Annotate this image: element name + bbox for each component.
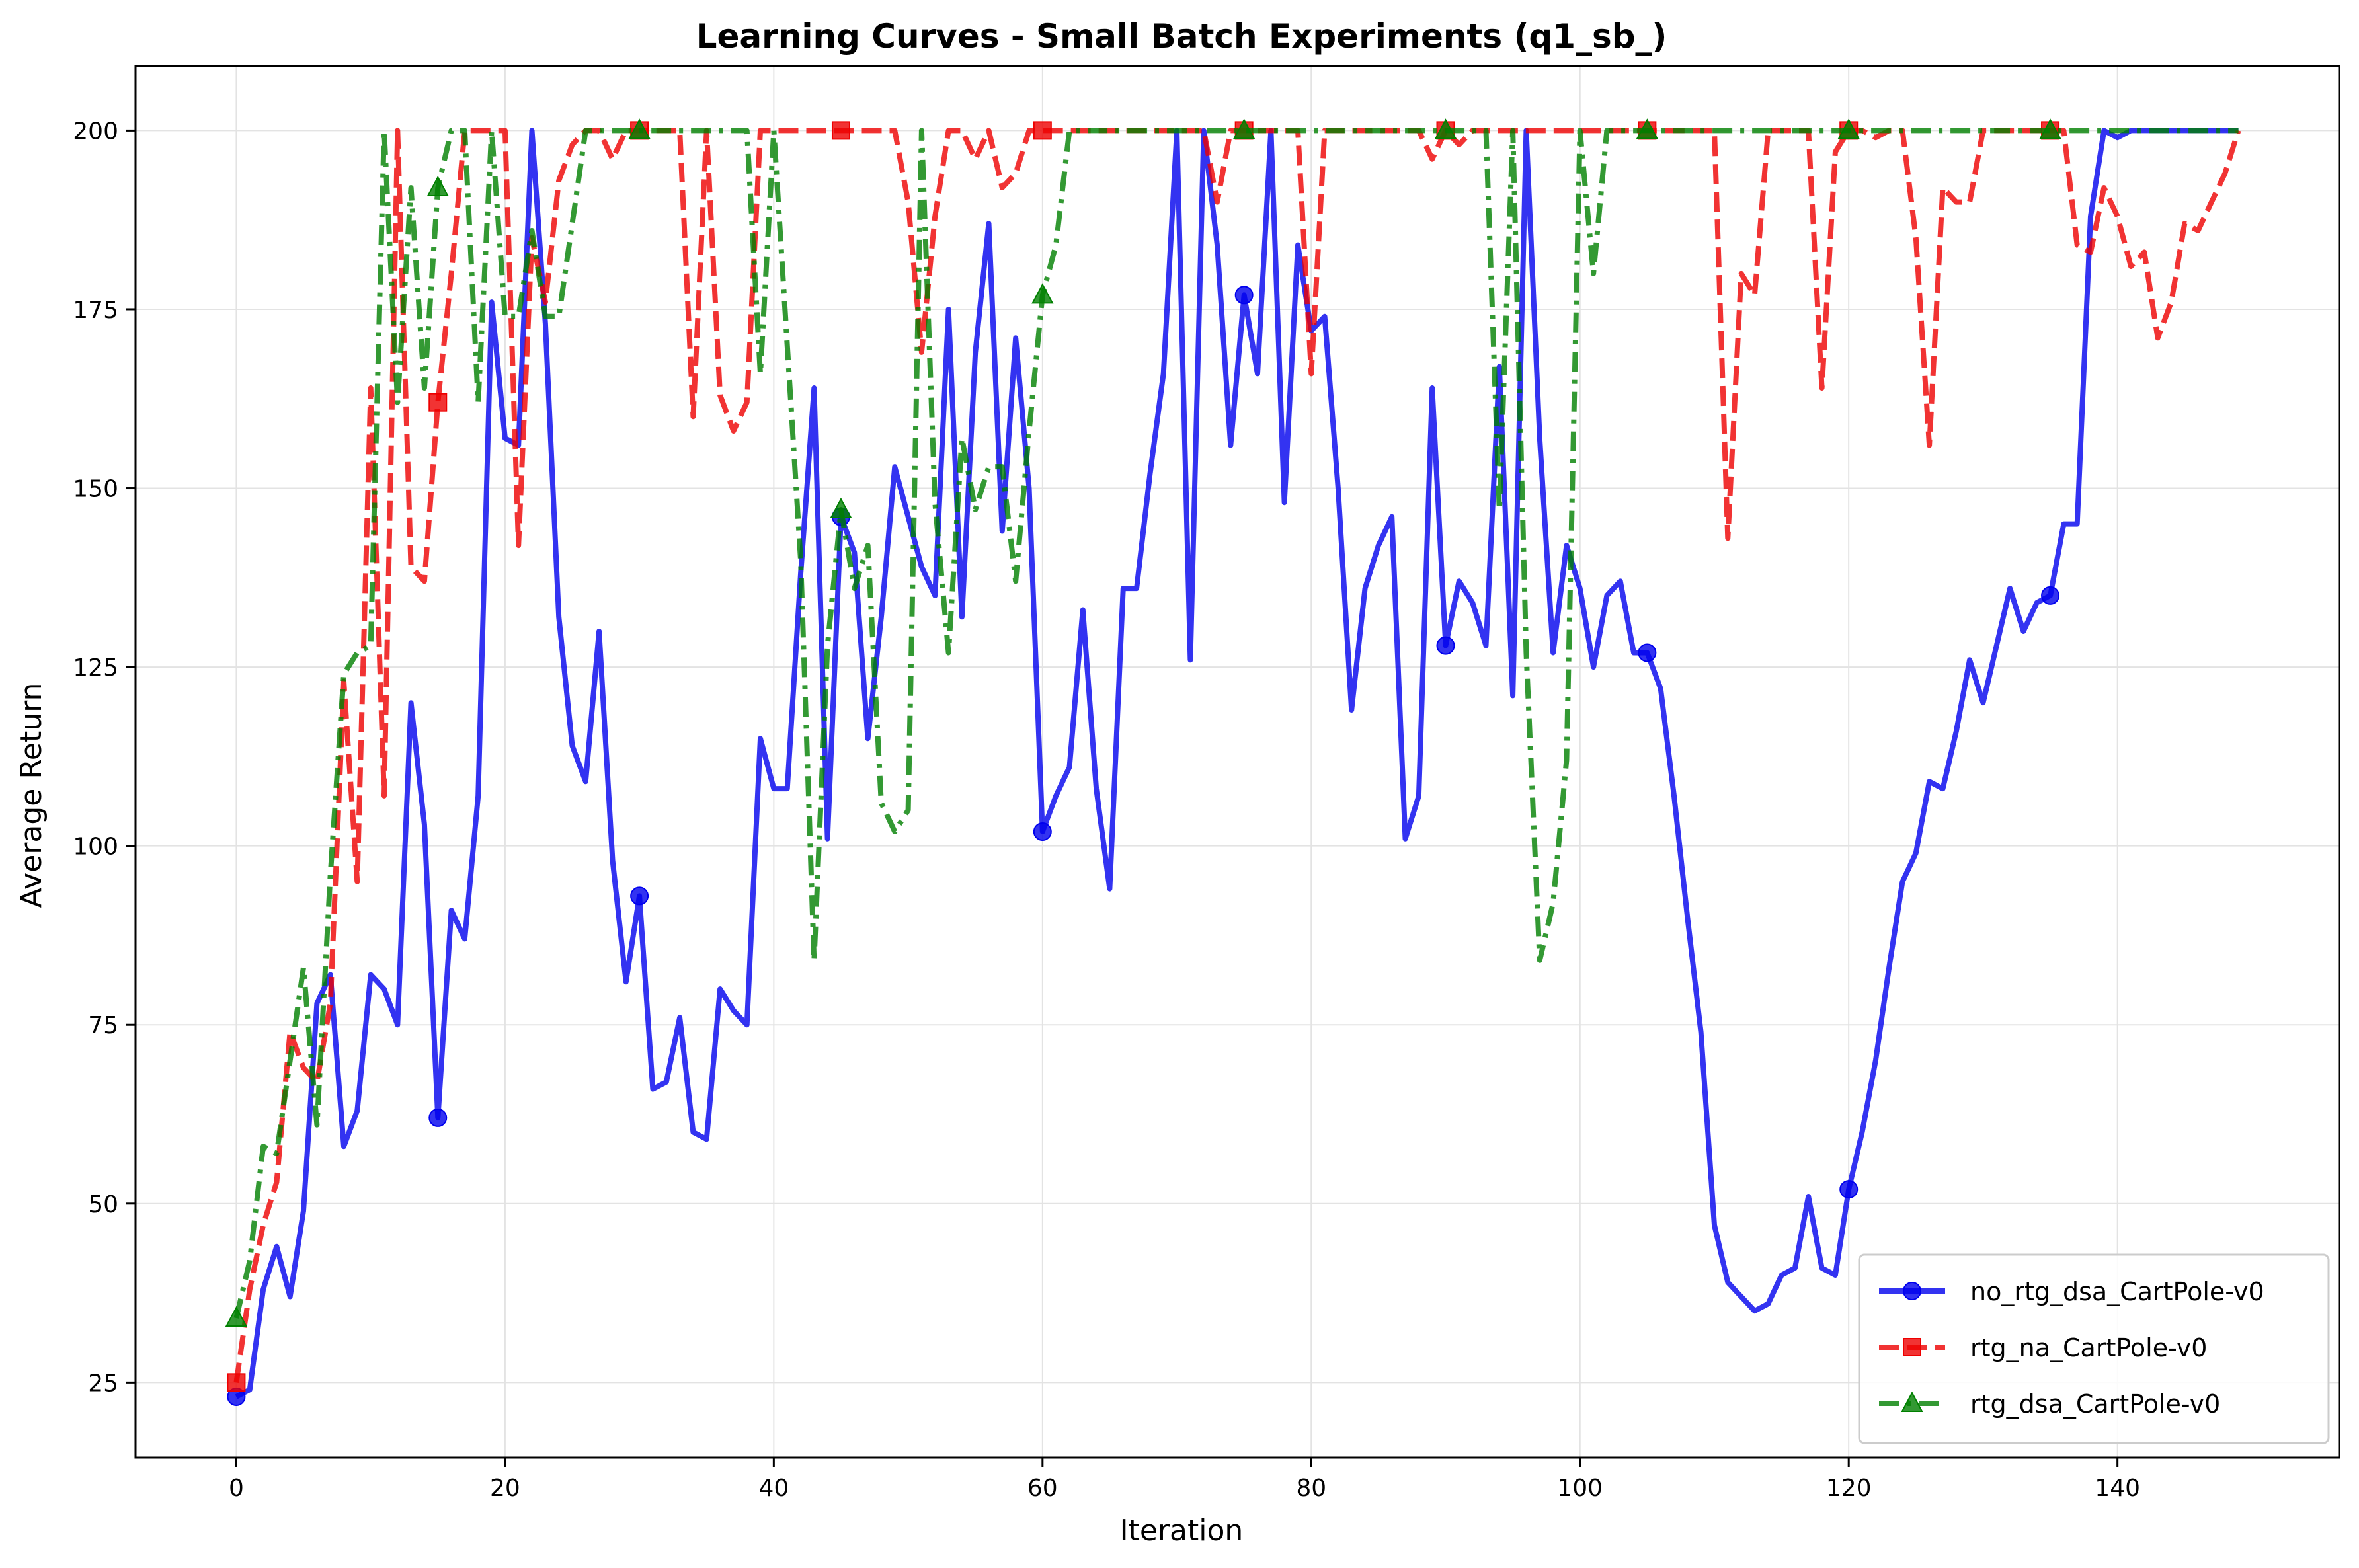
legend: no_rtg_dsa_CartPole-v0 rtg_na_CartPole-v0… bbox=[1858, 1253, 2330, 1444]
legend-box bbox=[1858, 1253, 2330, 1444]
legend-entry: rtg_na_CartPole-v0 bbox=[1879, 1333, 2207, 1362]
data-point bbox=[1033, 822, 1052, 842]
series-line-no_rtg_dsa_CartPole-v0 bbox=[235, 128, 2239, 1399]
data-point bbox=[1436, 636, 1455, 655]
series-lines bbox=[225, 118, 2241, 1407]
data-point bbox=[1434, 118, 1457, 139]
data-point bbox=[1638, 643, 1657, 662]
y-tick-label: 125 bbox=[73, 654, 118, 682]
x-tick-label: 0 bbox=[229, 1475, 244, 1502]
legend-label: rtg_dsa_CartPole-v0 bbox=[1970, 1390, 2220, 1419]
data-point bbox=[1837, 118, 1860, 139]
legend-label: no_rtg_dsa_CartPole-v0 bbox=[1970, 1277, 2264, 1306]
y-tick-label: 50 bbox=[88, 1191, 118, 1218]
x-tick-label: 60 bbox=[1027, 1475, 1058, 1502]
data-point bbox=[426, 175, 449, 196]
legend-entry: rtg_dsa_CartPole-v0 bbox=[1879, 1390, 2220, 1419]
data-point bbox=[1636, 118, 1659, 139]
x-tick-label: 120 bbox=[1826, 1475, 1872, 1502]
data-point bbox=[628, 118, 651, 139]
x-tick-label: 100 bbox=[1557, 1475, 1603, 1502]
data-point bbox=[428, 393, 448, 412]
data-point bbox=[1839, 1180, 1859, 1199]
legend-entry: no_rtg_dsa_CartPole-v0 bbox=[1879, 1277, 2264, 1306]
legend-marker bbox=[1903, 1338, 1921, 1356]
y-tick-label: 75 bbox=[88, 1012, 118, 1039]
data-point bbox=[1234, 286, 1254, 305]
x-tick-label: 40 bbox=[758, 1475, 789, 1502]
data-point bbox=[428, 1108, 448, 1127]
x-axis-label: Iteration bbox=[1120, 1514, 1244, 1548]
legend-label: rtg_na_CartPole-v0 bbox=[1970, 1333, 2207, 1362]
legend-marker bbox=[1903, 1282, 1921, 1300]
y-tick-label: 100 bbox=[73, 834, 118, 861]
y-axis-label: Average Return bbox=[15, 683, 48, 908]
y-tick-label: 150 bbox=[73, 476, 118, 503]
data-point bbox=[2039, 118, 2061, 139]
chart-title: Learning Curves - Small Batch Experiment… bbox=[696, 17, 1667, 56]
plot-frame bbox=[134, 65, 2340, 1459]
x-tick-label: 140 bbox=[2095, 1475, 2140, 1502]
data-point bbox=[225, 1306, 248, 1327]
data-point bbox=[1033, 121, 1052, 140]
grid-lines bbox=[136, 66, 2339, 1458]
legend-marker bbox=[1901, 1391, 1923, 1412]
data-point bbox=[227, 1373, 246, 1392]
data-point bbox=[1232, 118, 1256, 139]
y-tick-label: 175 bbox=[73, 297, 118, 324]
y-tick-label: 25 bbox=[88, 1370, 118, 1397]
y-tick-label: 200 bbox=[73, 118, 118, 145]
data-point bbox=[630, 886, 649, 906]
x-tick-label: 80 bbox=[1296, 1475, 1326, 1502]
x-tick-label: 20 bbox=[490, 1475, 520, 1502]
data-point bbox=[2041, 586, 2060, 605]
data-point bbox=[831, 121, 850, 140]
series-rtg_dsa_CartPole-v0 bbox=[225, 118, 2239, 1327]
data-point bbox=[1031, 283, 1054, 304]
data-point bbox=[830, 497, 852, 519]
series-line-rtg_dsa_CartPole-v0 bbox=[233, 128, 2239, 1319]
axes: 0 20 40 60 80 100 120 140 25 50 75 100 125 150 175 200 bbox=[73, 65, 2340, 1502]
